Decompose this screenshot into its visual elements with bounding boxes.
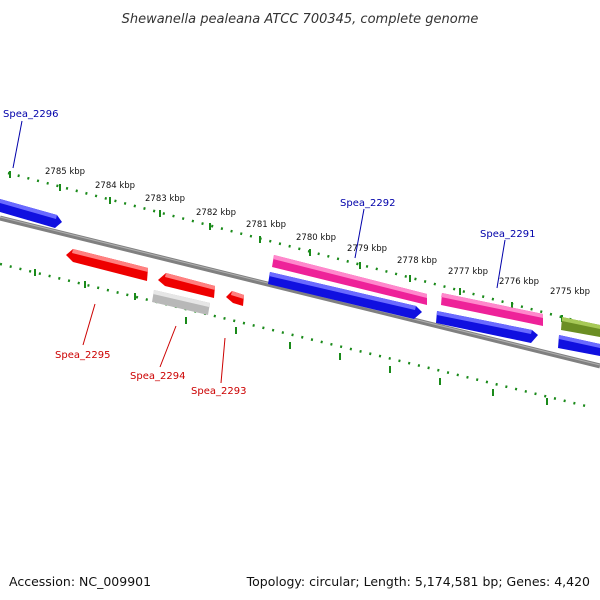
gene-spea-2291[interactable] <box>436 311 538 343</box>
tick-label: 2779 kbp <box>347 244 387 254</box>
gene-labels: Spea_2296 Spea_2292 Spea_2291 Spea_2295 … <box>3 109 535 397</box>
callout-line <box>159 325 177 368</box>
callout-line <box>82 303 96 346</box>
tick-label: 2782 kbp <box>196 208 236 218</box>
callout-line <box>496 239 506 289</box>
tick-label: 2776 kbp <box>499 277 539 287</box>
callout-line <box>354 208 365 259</box>
inner-ruler-line <box>0 262 591 409</box>
gene-spea-2291-pink[interactable] <box>441 293 543 326</box>
outer-ruler <box>7 171 600 329</box>
genome-summary-text: Topology: circular; Length: 5,174,581 bp… <box>246 574 590 589</box>
tick-label: 2775 kbp <box>550 287 590 297</box>
inner-ruler <box>0 262 591 409</box>
inner-ruler-major-ticks <box>34 269 548 405</box>
tick-label: 2780 kbp <box>296 233 336 243</box>
gene-label-spea-2295[interactable]: Spea_2295 <box>55 350 110 361</box>
tick-label: 2783 kbp <box>145 194 185 204</box>
gene-label-spea-2292[interactable]: Spea_2292 <box>340 198 395 209</box>
map-title: Shewanella pealeana ATCC 700345, complet… <box>122 12 479 27</box>
gene-spea-2293[interactable] <box>226 291 244 306</box>
outer-ruler-major-ticks <box>9 171 563 322</box>
tick-labels: 2785 kbp 2784 kbp 2783 kbp 2782 kbp 2781… <box>45 167 590 297</box>
callout-line <box>220 337 226 384</box>
gene-label-spea-2291[interactable]: Spea_2291 <box>480 229 535 240</box>
gene-right-edge-blue[interactable] <box>558 335 600 356</box>
gene-spea-2292[interactable] <box>268 272 422 319</box>
tick-label: 2784 kbp <box>95 181 135 191</box>
gene-label-spea-2294[interactable]: Spea_2294 <box>130 371 185 382</box>
gene-label-spea-2293[interactable]: Spea_2293 <box>191 386 246 397</box>
tick-label: 2785 kbp <box>45 167 85 177</box>
gene-label-spea-2296[interactable]: Spea_2296 <box>3 109 58 120</box>
gene-spea-2296[interactable] <box>0 199 62 228</box>
gene-olive[interactable] <box>561 317 600 337</box>
gene-spea-2295[interactable] <box>66 249 148 281</box>
gene-spea-2294[interactable] <box>158 273 215 298</box>
outer-ruler-line <box>7 171 600 329</box>
tick-label: 2781 kbp <box>246 220 286 230</box>
tick-label: 2778 kbp <box>397 256 437 266</box>
callout-line <box>12 120 23 169</box>
accession-text: Accession: NC_009901 <box>9 574 152 589</box>
tick-label: 2777 kbp <box>448 267 488 277</box>
gene-spea-2292-pink[interactable] <box>272 255 427 305</box>
gene-spea-2294-grey[interactable] <box>152 290 210 315</box>
